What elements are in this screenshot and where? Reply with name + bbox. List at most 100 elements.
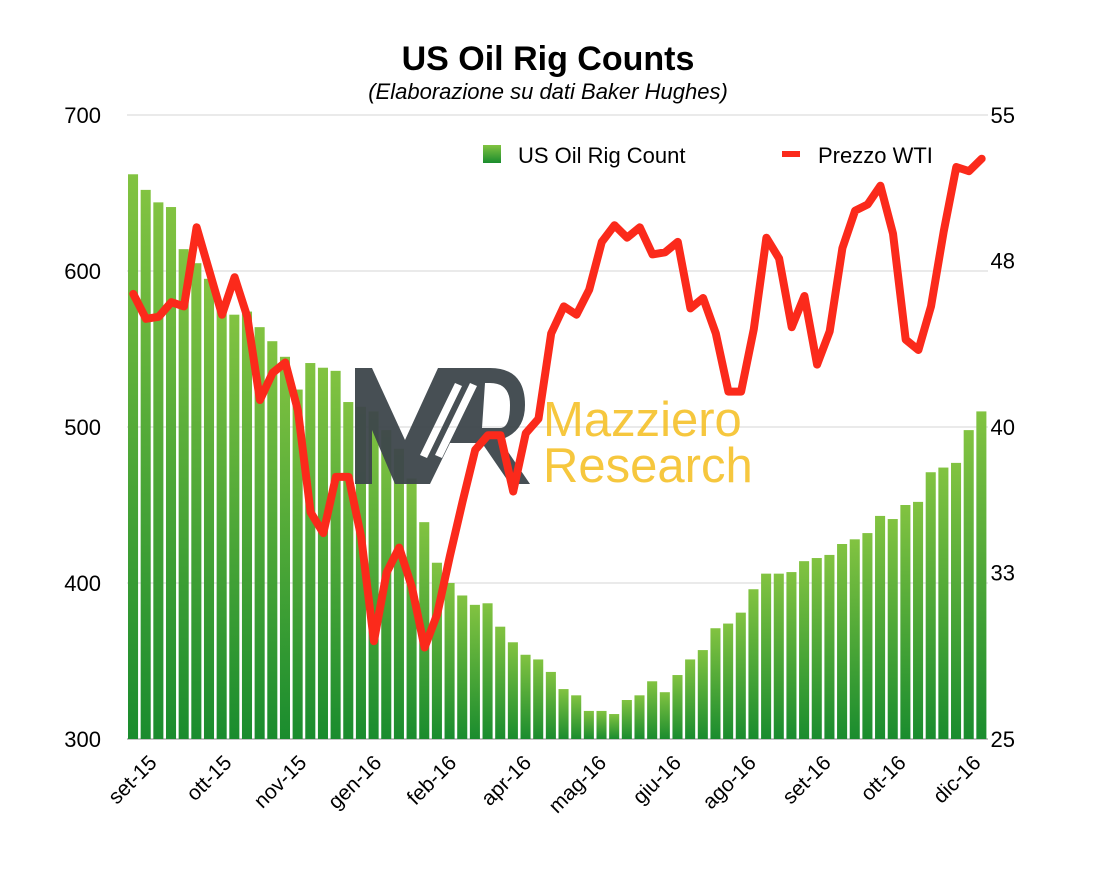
rig-count-bar	[647, 681, 658, 739]
rig-count-bar	[976, 411, 987, 739]
legend-label-rig-count: US Oil Rig Count	[518, 143, 686, 168]
rig-count-bar	[444, 583, 455, 739]
left-tick-label: 600	[64, 259, 101, 284]
legend-swatch-rig-count	[483, 145, 501, 163]
rig-count-bar	[393, 448, 404, 739]
x-tick-label: set-16	[778, 751, 836, 809]
x-tick-label: set-15	[104, 751, 162, 809]
rig-count-bar	[545, 671, 556, 739]
rig-count-bar	[596, 710, 607, 739]
rig-count-bar	[748, 589, 759, 739]
rig-count-bar	[140, 189, 151, 739]
rig-count-bar	[343, 402, 354, 739]
rig-count-bar	[773, 573, 784, 739]
left-tick-label: 500	[64, 415, 101, 440]
right-tick-label: 55	[991, 103, 1015, 128]
rig-count-bar	[406, 478, 417, 739]
rig-count-bar	[431, 562, 442, 739]
rig-count-bar	[849, 539, 860, 739]
rig-count-bar	[672, 675, 683, 739]
rig-count-bar	[558, 689, 569, 739]
rig-count-bars	[128, 174, 987, 740]
rig-count-bar	[621, 700, 632, 739]
x-tick-label: mag-16	[544, 751, 611, 818]
right-tick-label: 48	[991, 249, 1015, 274]
rig-count-bar	[254, 327, 265, 739]
x-tick-label: feb-16	[403, 751, 461, 809]
wti-price-line	[129, 154, 986, 652]
rig-count-bar	[495, 626, 506, 739]
rig-count-bar	[887, 519, 898, 739]
right-tick-label: 40	[991, 415, 1015, 440]
left-tick-label: 300	[64, 727, 101, 752]
rig-count-bar	[811, 558, 822, 739]
rig-count-bar	[229, 314, 240, 739]
rig-count-bar	[128, 174, 139, 739]
rig-count-bar	[862, 533, 873, 739]
right-tick-label: 25	[991, 727, 1015, 752]
rig-count-bar	[824, 554, 835, 739]
watermark-logo-mark	[355, 368, 530, 484]
x-tick-label: dic-16	[929, 751, 986, 808]
rig-count-bar	[165, 207, 177, 740]
rig-count-bar	[317, 367, 328, 739]
rig-count-bar	[241, 311, 253, 739]
rig-count-bar	[786, 572, 797, 739]
chart-subtitle: (Elaborazione su dati Baker Hughes)	[368, 79, 728, 104]
rig-count-bar	[457, 595, 468, 739]
rig-count-bar	[951, 462, 962, 739]
legend-label-wti: Prezzo WTI	[818, 143, 933, 168]
rig-count-bar	[761, 573, 772, 739]
rig-count-bar	[710, 628, 721, 739]
rig-count-bar	[609, 714, 620, 739]
rig-count-bar	[913, 501, 924, 739]
mazziero-research-watermark: Mazziero Research	[355, 368, 753, 493]
rig-count-bar	[279, 356, 291, 739]
x-tick-label: apr-16	[477, 751, 536, 810]
x-axis: set-15 ott-15 nov-15 gen-16 feb-16 apr-16 mag-…	[104, 751, 986, 818]
rig-count-bar	[685, 659, 696, 739]
rig-count-bar	[330, 370, 341, 739]
watermark-line1: Mazziero	[543, 393, 742, 447]
legend: US Oil Rig Count Prezzo WTI	[483, 143, 933, 168]
rig-count-bar	[178, 249, 189, 739]
rig-count-bar	[925, 472, 936, 739]
right-axis: 25 33 40 48 55	[991, 103, 1015, 752]
rig-count-bar	[837, 544, 848, 739]
x-tick-label: ott-16	[856, 751, 910, 805]
rig-count-bar	[482, 603, 493, 739]
chart-title: US Oil Rig Counts	[401, 40, 695, 78]
rig-count-bar	[697, 650, 708, 739]
rig-count-bar	[583, 710, 594, 739]
left-axis: 300 400 500 600 700	[64, 103, 101, 752]
left-tick-label: 700	[64, 103, 101, 128]
rig-count-bar	[963, 430, 974, 739]
rig-count-bar	[900, 505, 911, 739]
x-tick-label: gen-16	[324, 751, 387, 814]
rig-count-bar	[799, 561, 810, 739]
rig-count-bar	[520, 654, 531, 739]
x-tick-label: ott-15	[182, 751, 236, 805]
right-tick-label: 33	[991, 561, 1015, 586]
rig-count-bar	[723, 623, 734, 739]
rig-count-bar	[267, 341, 278, 739]
x-tick-label: nov-15	[250, 751, 312, 813]
rig-count-bar	[368, 411, 379, 739]
rig-count-bar	[938, 467, 949, 739]
rig-count-bar	[533, 659, 544, 739]
x-tick-label: ago-16	[698, 751, 761, 814]
x-tick-label: giu-16	[628, 751, 686, 809]
rig-count-bar	[875, 515, 886, 739]
rig-count-bar	[659, 692, 670, 739]
rig-count-bar	[507, 642, 518, 739]
rig-count-bar	[634, 695, 645, 739]
rig-count-bar	[292, 389, 303, 739]
watermark-line2: Research	[543, 439, 753, 493]
rig-count-bar	[735, 612, 746, 739]
rig-count-bar	[305, 363, 316, 739]
rig-count-bar	[355, 406, 366, 739]
rig-count-bar	[153, 202, 164, 740]
rig-count-bar	[191, 263, 202, 739]
rig-count-bar	[571, 695, 582, 739]
